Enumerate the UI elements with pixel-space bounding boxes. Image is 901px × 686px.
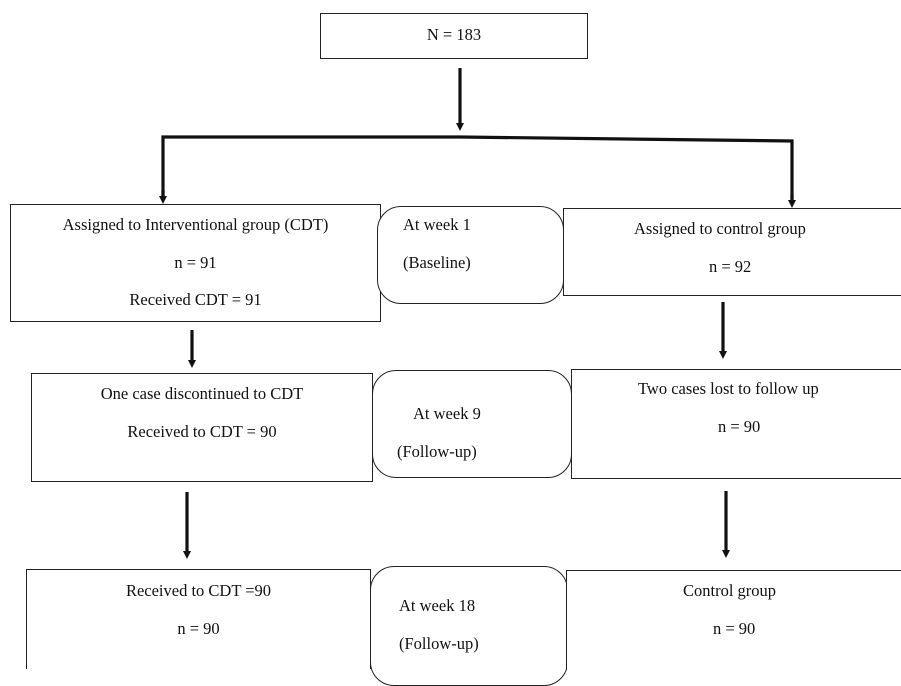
timepoint-week9-label: At week 9 <box>413 404 481 423</box>
timepoint-week18-sub: (Follow-up) <box>399 634 479 653</box>
timepoint-week1-sub: (Baseline) <box>403 253 471 272</box>
control-week18-line1: Control group <box>683 581 777 600</box>
control-assigned-box: Assigned to control group n = 92 <box>563 208 901 296</box>
split-line <box>161 135 794 203</box>
timepoint-week9: At week 9 (Follow-up) <box>372 370 572 478</box>
intervention-assigned-box: Assigned to Interventional group (CDT) n… <box>10 204 381 322</box>
timepoint-week1: At week 1 (Baseline) <box>377 206 564 304</box>
intervention-week9-line1: One case discontinued to CDT <box>100 384 304 403</box>
timepoint-week9-sub: (Follow-up) <box>397 442 477 461</box>
control-week9-line1: Two cases lost to follow up <box>638 379 819 398</box>
total-box: N = 183 <box>320 13 588 59</box>
flow-connectors <box>159 68 796 559</box>
control-week18-box: Control group n = 90 <box>566 570 901 670</box>
intervention-week18-line1: Received to CDT =90 <box>125 581 272 600</box>
control-week18-n: n = 90 <box>713 619 756 638</box>
intervention-week18-n: n = 90 <box>177 619 220 638</box>
timepoint-week18: At week 18 (Follow-up) <box>370 566 568 686</box>
timepoint-week18-label: At week 18 <box>399 596 476 615</box>
intervention-assigned-title: Assigned to Interventional group (CDT) <box>62 215 329 234</box>
intervention-week9-line2: Received to CDT = 90 <box>127 422 277 441</box>
intervention-assigned-received: Received CDT = 91 <box>129 290 262 309</box>
control-assigned-n: n = 92 <box>709 257 752 276</box>
timepoint-week1-label: At week 1 <box>403 215 471 234</box>
control-assigned-title: Assigned to control group <box>634 219 806 238</box>
control-week9-box: Two cases lost to follow up n = 90 <box>571 369 901 479</box>
control-week9-n: n = 90 <box>718 417 761 436</box>
intervention-assigned-n: n = 91 <box>174 253 217 272</box>
intervention-week18-box: Received to CDT =90 n = 90 <box>26 569 371 669</box>
total-label: N = 183 <box>426 25 482 44</box>
intervention-week9-box: One case discontinued to CDT Received to… <box>31 373 373 482</box>
